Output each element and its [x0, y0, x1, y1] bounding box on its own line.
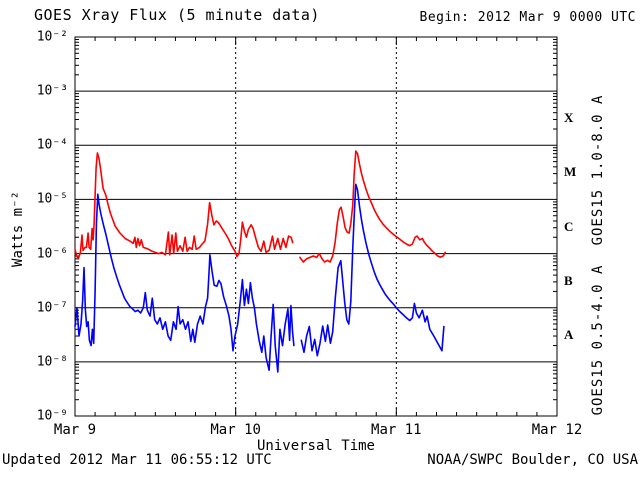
updated-timestamp: Updated 2012 Mar 11 06:55:12 UTC	[2, 452, 272, 468]
series-label-long-channel: GOES15 1.0-8.0 A	[590, 94, 606, 246]
flare-class-letter: C	[564, 218, 574, 234]
flare-class-letter: M	[564, 164, 577, 180]
data-source-credit: NOAA/SWPC Boulder, CO USA	[427, 452, 638, 468]
begin-time-label: Begin: 2012 Mar 9 0000 UTC	[419, 10, 636, 25]
flare-class-letter: B	[564, 272, 573, 288]
flare-class-letter: X	[564, 110, 574, 126]
y-tick-label: 10⁻²	[36, 29, 68, 45]
xray-long-series-line	[74, 150, 446, 263]
x-tick-label: Mar 9	[53, 422, 97, 438]
page-title: GOES Xray Flux (5 minute data)	[34, 6, 320, 24]
series-label-short-channel: GOES15 0.5-4.0 A	[590, 264, 606, 416]
flare-class-letter: A	[564, 326, 574, 342]
y-tick-label: 10⁻³	[36, 83, 68, 99]
plot-frame	[74, 36, 558, 417]
xray-short-series-line	[74, 183, 445, 373]
x-tick-label: Mar 10	[210, 422, 261, 438]
y-tick-label: 10⁻⁸	[36, 354, 68, 370]
x-tick-label: Mar 12	[531, 422, 583, 438]
y-tick-label: 10⁻⁴	[36, 137, 68, 153]
x-tick-label: Mar 11	[371, 422, 422, 438]
y-tick-label: 10⁻⁷	[36, 300, 68, 316]
y-tick-label: 10⁻⁹	[36, 408, 68, 424]
y-tick-label: 10⁻⁶	[36, 246, 68, 262]
x-axis-title: Universal Time	[256, 438, 375, 454]
y-tick-label: 10⁻⁵	[36, 191, 68, 207]
